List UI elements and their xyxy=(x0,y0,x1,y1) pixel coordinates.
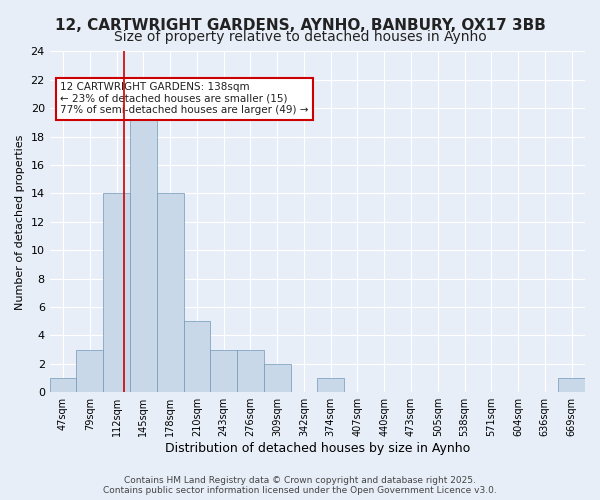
Text: 12 CARTWRIGHT GARDENS: 138sqm
← 23% of detached houses are smaller (15)
77% of s: 12 CARTWRIGHT GARDENS: 138sqm ← 23% of d… xyxy=(61,82,309,116)
Bar xyxy=(317,378,344,392)
Text: 12, CARTWRIGHT GARDENS, AYNHO, BANBURY, OX17 3BB: 12, CARTWRIGHT GARDENS, AYNHO, BANBURY, … xyxy=(55,18,545,32)
Bar xyxy=(264,364,290,392)
Bar xyxy=(237,350,264,392)
X-axis label: Distribution of detached houses by size in Aynho: Distribution of detached houses by size … xyxy=(165,442,470,455)
Bar xyxy=(103,194,130,392)
Bar xyxy=(558,378,585,392)
Bar xyxy=(76,350,103,392)
Text: Contains HM Land Registry data © Crown copyright and database right 2025.
Contai: Contains HM Land Registry data © Crown c… xyxy=(103,476,497,495)
Bar xyxy=(130,108,157,392)
Bar xyxy=(184,321,210,392)
Y-axis label: Number of detached properties: Number of detached properties xyxy=(15,134,25,310)
Bar xyxy=(50,378,76,392)
Text: Size of property relative to detached houses in Aynho: Size of property relative to detached ho… xyxy=(113,30,487,44)
Bar xyxy=(157,194,184,392)
Bar xyxy=(210,350,237,392)
